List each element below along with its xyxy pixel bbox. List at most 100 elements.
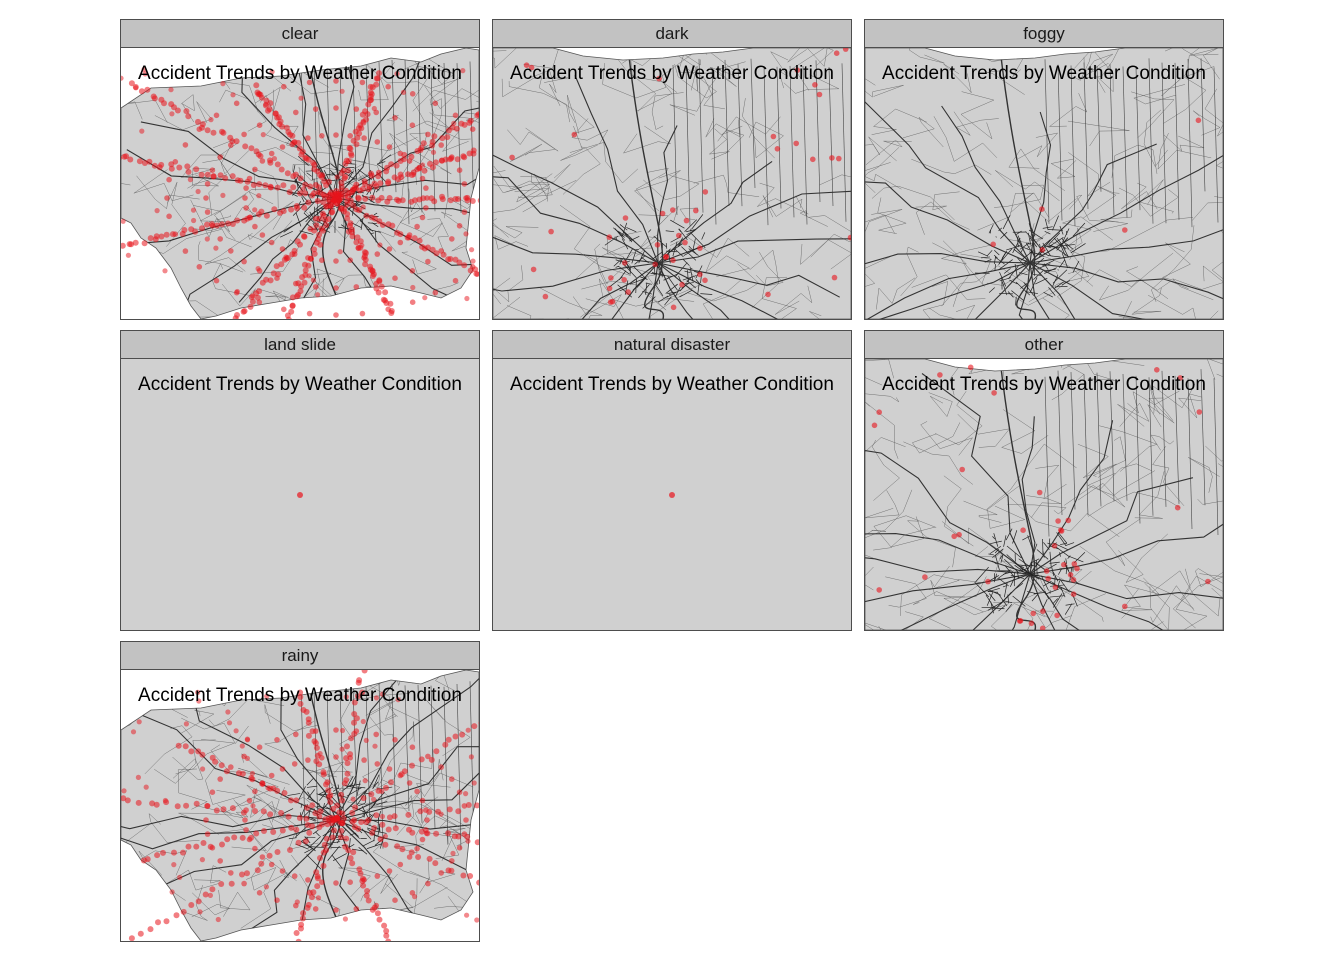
accident-point [670, 304, 677, 311]
accident-point [121, 795, 127, 802]
accident-point [409, 762, 415, 769]
accident-point [315, 292, 321, 298]
accident-point [1052, 584, 1059, 591]
accident-point [255, 211, 262, 218]
map-canvas [493, 48, 851, 319]
accident-point [669, 492, 675, 498]
accident-point [121, 155, 122, 161]
accident-point [166, 213, 172, 220]
accident-point [256, 299, 263, 305]
accident-point [287, 847, 293, 853]
accident-point [169, 889, 175, 895]
accident-point [353, 906, 360, 912]
accident-point [149, 800, 156, 807]
accident-point [985, 578, 991, 585]
accident-point [1039, 206, 1045, 212]
accident-point [278, 166, 285, 173]
road-network [865, 359, 1223, 630]
accident-point [389, 222, 396, 229]
accident-point [463, 817, 469, 823]
accident-point [353, 728, 360, 734]
accident-point [242, 195, 248, 201]
accident-point [217, 858, 223, 864]
accident-point [274, 897, 280, 903]
accident-point [313, 744, 320, 751]
accident-point [366, 183, 373, 190]
accident-point [368, 170, 374, 177]
accident-point [347, 145, 354, 152]
accident-point [990, 241, 996, 248]
accident-point [373, 695, 380, 701]
accident-point [432, 860, 439, 867]
accident-point [530, 266, 537, 273]
accident-point [1065, 517, 1072, 524]
accident-point [456, 167, 463, 173]
accident-point [442, 156, 449, 163]
accident-point [193, 166, 200, 173]
accident-point [223, 768, 230, 775]
accident-point [241, 308, 248, 314]
accident-point [424, 195, 430, 201]
accident-point [349, 860, 356, 867]
accident-point [315, 189, 321, 196]
accident-point [320, 227, 326, 234]
accident-point [393, 162, 400, 169]
accident-point [310, 889, 317, 896]
accident-point [168, 101, 175, 108]
accident-point [333, 312, 339, 318]
accident-point [465, 727, 471, 733]
accident-point [256, 744, 263, 750]
accident-point [177, 874, 183, 880]
accident-point [428, 756, 435, 763]
accident-point [1045, 575, 1051, 582]
accident-point [656, 75, 662, 82]
accident-point [312, 106, 319, 112]
accident-point [1055, 518, 1061, 524]
accident-point [241, 217, 248, 224]
accident-point [229, 221, 236, 227]
accident-point [693, 207, 699, 214]
accident-point [345, 847, 352, 854]
accident-point [130, 729, 137, 735]
accident-point [208, 117, 214, 123]
accident-point [260, 808, 267, 815]
accident-point [277, 209, 283, 216]
accident-point [351, 711, 358, 717]
accident-point [321, 841, 328, 848]
accident-point [315, 895, 321, 901]
accident-point [392, 115, 398, 121]
accident-point [287, 131, 294, 138]
accident-point [233, 100, 240, 107]
accident-point [196, 698, 202, 704]
accident-point [1070, 591, 1077, 597]
accident-point [423, 185, 429, 191]
map-area: Accident Trends by Weather Condition [120, 669, 480, 942]
accident-point [418, 144, 425, 151]
accident-point [279, 827, 286, 834]
accident-point [810, 156, 816, 163]
accident-point [311, 738, 318, 745]
accident-point [283, 254, 289, 260]
accident-point [121, 788, 127, 794]
accident-point [199, 857, 205, 863]
accident-point [409, 744, 416, 750]
accident-point [319, 821, 326, 828]
accident-point [260, 132, 266, 138]
accident-point [351, 699, 358, 706]
accident-point [345, 158, 352, 164]
accident-point [271, 156, 277, 162]
accident-point [305, 716, 312, 723]
accident-point [1122, 603, 1128, 610]
accident-point [394, 843, 401, 850]
accident-point [263, 101, 269, 107]
accident-point [468, 754, 474, 760]
accident-point [164, 195, 170, 201]
accident-point [306, 310, 313, 317]
accident-point [121, 218, 126, 224]
accident-point [141, 160, 148, 166]
accident-point [302, 838, 309, 845]
accident-point [279, 144, 286, 150]
accident-point [135, 799, 142, 806]
accident-point [147, 926, 154, 933]
province-land [493, 48, 851, 319]
